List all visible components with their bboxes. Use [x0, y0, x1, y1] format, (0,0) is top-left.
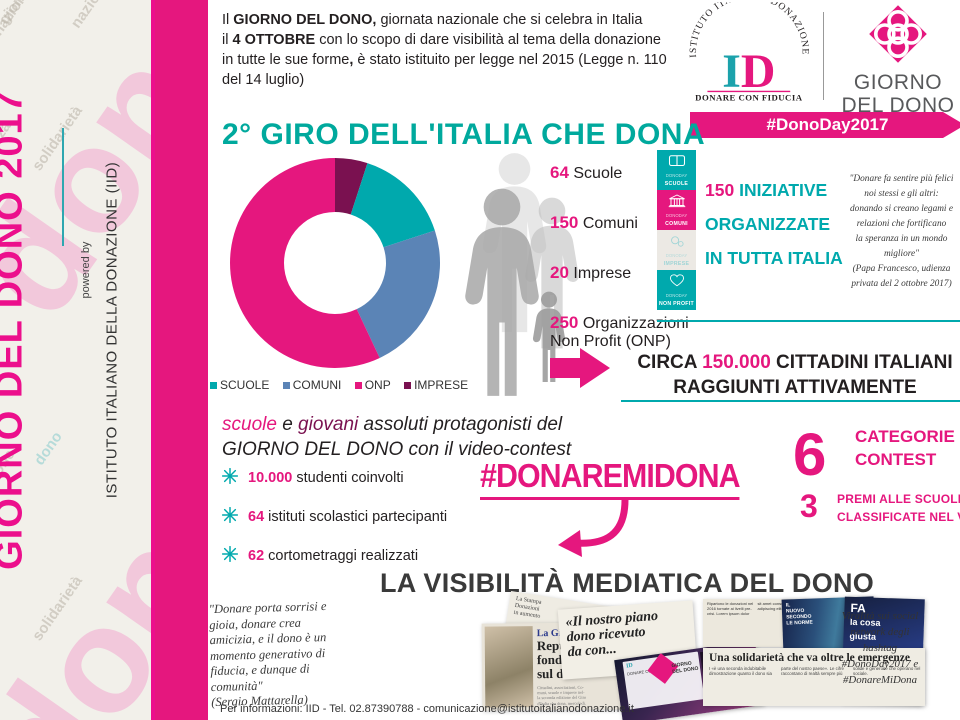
svg-text:DONARE CON FIDUCIA: DONARE CON FIDUCIA — [695, 93, 803, 102]
svg-text:ID: ID — [722, 45, 775, 98]
